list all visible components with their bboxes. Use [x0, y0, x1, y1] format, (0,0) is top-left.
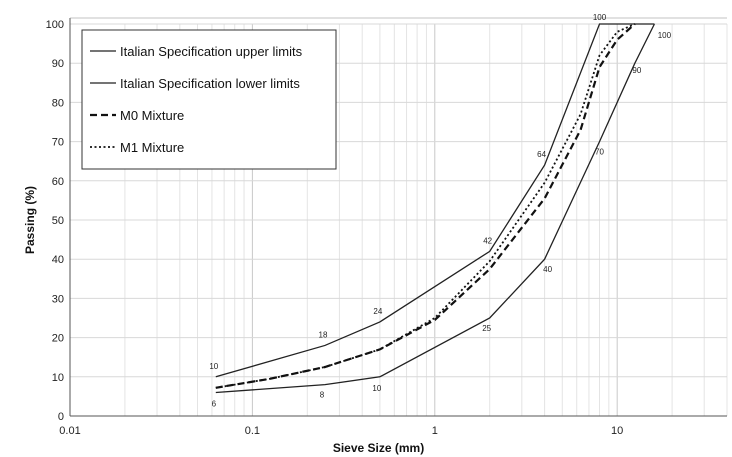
- point-label: 18: [319, 330, 328, 339]
- series-line-4: [215, 23, 636, 389]
- point-label: 24: [373, 307, 382, 316]
- y-axis-title: Passing (%): [23, 186, 37, 254]
- point-label: 42: [483, 236, 492, 245]
- point-label: 10: [372, 384, 381, 393]
- legend: Italian Specification upper limits Italia…: [81, 29, 337, 170]
- y-tick-label: 30: [52, 293, 64, 305]
- point-label: 64: [537, 150, 546, 159]
- x-tick-label: 1: [432, 425, 438, 437]
- y-tick-label: 80: [52, 97, 64, 109]
- point-label: 100: [658, 31, 672, 40]
- point-labels: 10 18 24 42 64 100 6 8 10 25 40 70 90 100: [209, 13, 671, 408]
- point-label: 8: [320, 391, 325, 400]
- series-layer: [215, 23, 656, 394]
- x-tick-label: 0.1: [245, 425, 260, 437]
- plot-frame: [69, 17, 727, 417]
- point-label: 100: [593, 13, 607, 22]
- point-label: 70: [595, 148, 604, 157]
- series-line-2: [215, 23, 656, 394]
- series-line-3: [215, 23, 636, 389]
- y-tick-label: 90: [52, 58, 64, 70]
- y-tick-label: 60: [52, 176, 64, 188]
- point-label: 90: [632, 66, 641, 75]
- legend-label: M0 Mixture: [120, 108, 184, 123]
- legend-label: Italian Specification lower limits: [120, 76, 300, 91]
- y-tick-label: 100: [46, 19, 64, 31]
- x-axis-title: Sieve Size (mm): [333, 441, 424, 455]
- tick-labels: 0 10 20 30 40 50 60 70 80 90 100 0.01 0.1 1 10: [46, 19, 624, 437]
- x-tick-label: 10: [611, 425, 623, 437]
- point-label: 6: [212, 399, 217, 408]
- x-tick-label: 0.01: [59, 425, 80, 437]
- legend-box: [81, 29, 337, 170]
- y-tick-label: 70: [52, 137, 64, 149]
- y-tick-label: 0: [58, 411, 64, 423]
- legend-label: Italian Specification upper limits: [120, 44, 303, 59]
- y-tick-label: 10: [52, 372, 64, 384]
- point-label: 40: [543, 265, 552, 274]
- point-label: 25: [482, 324, 491, 333]
- y-tick-label: 40: [52, 254, 64, 266]
- y-tick-label: 50: [52, 215, 64, 227]
- point-label: 10: [209, 362, 218, 371]
- series-line-1: [215, 23, 655, 378]
- legend-label: M1 Mixture: [120, 140, 184, 155]
- y-tick-label: 20: [52, 333, 64, 345]
